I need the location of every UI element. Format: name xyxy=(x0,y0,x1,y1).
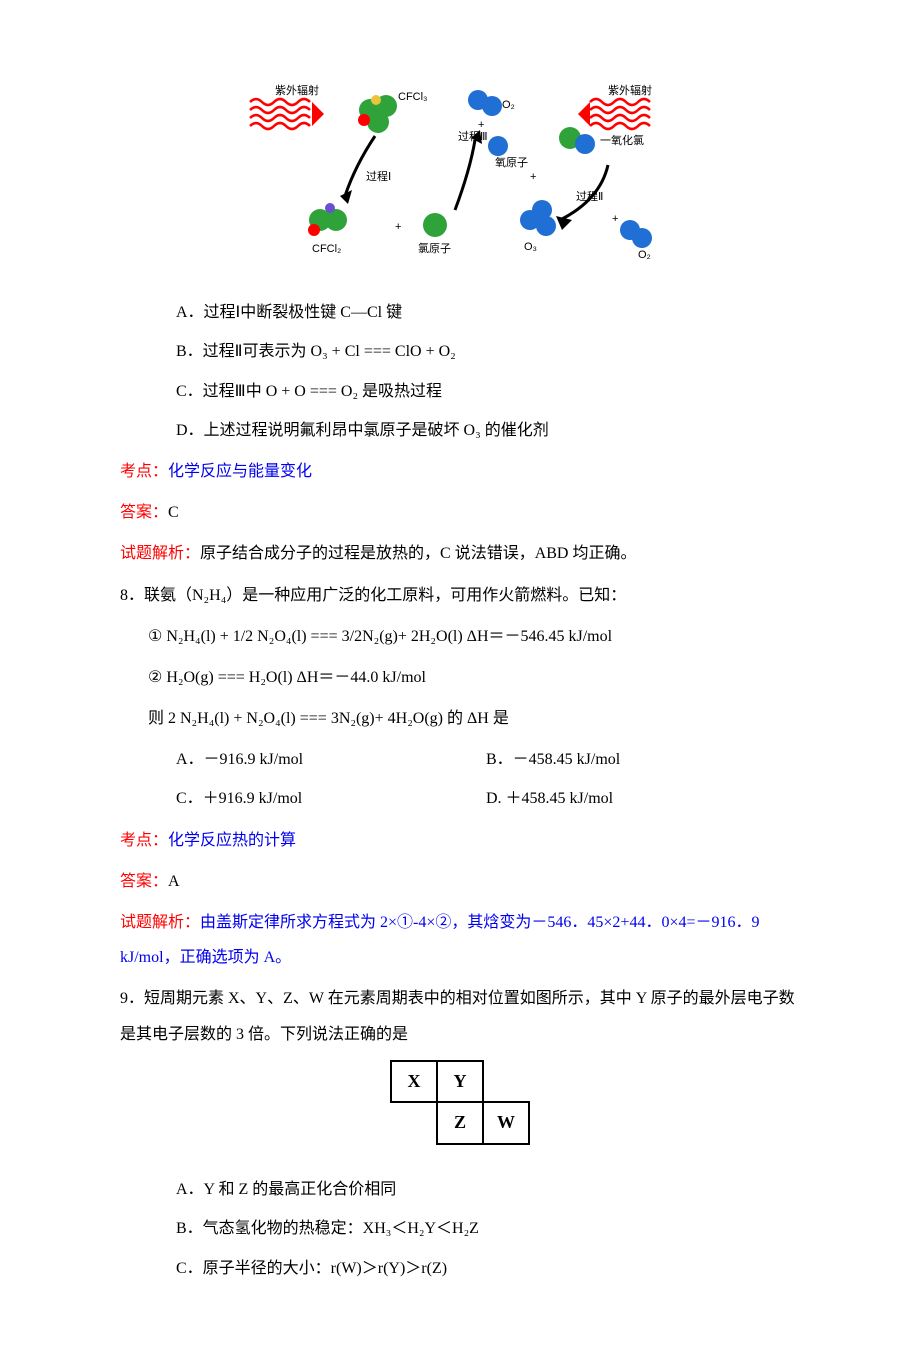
cell-z: Z xyxy=(437,1102,483,1144)
q7-jiexi: 试题解析：原子结合成分子的过程是放热的，C 说法错误，ABD 均正确。 xyxy=(120,536,800,571)
q8-eq3: 则 2 N₂H₄(l) + N₂O₄(l) === 3N₂(g)+ 4H₂O(g… xyxy=(120,701,800,736)
q7-option-a: A．过程Ⅰ中断裂极性键 C—Cl 键 xyxy=(120,295,800,330)
answer-label: 答案： xyxy=(120,873,168,890)
cl-atom-label: 氯原子 xyxy=(418,241,451,255)
cfcl3-label: CFCl₃ xyxy=(398,91,428,103)
q7-option-b: B．过程Ⅱ可表示为 O₃ + Cl === ClO + O₂ xyxy=(120,334,800,369)
plus-3: + xyxy=(530,171,536,183)
q8-option-a: A．－916.9 kJ/mol xyxy=(176,742,486,777)
cell-y: Y xyxy=(437,1061,483,1103)
plus-2: + xyxy=(478,119,484,131)
arrow-proc3-icon xyxy=(455,140,475,210)
cell-w: W xyxy=(483,1102,529,1144)
q7-answer: 答案：C xyxy=(120,495,800,530)
q9-option-c: C．原子半径的大小：r(W)＞r(Y)＞r(Z) xyxy=(120,1251,800,1286)
clo-label: 一氧化氯 xyxy=(600,133,644,147)
q8-eq1: ① N₂H₄(l) + 1/2 N₂O₄(l) === 3/2N₂(g)+ 2H… xyxy=(120,619,800,654)
q7-option-c: C．过程Ⅲ中 O + O === O₂ 是吸热过程 xyxy=(120,374,800,409)
uv-right-icon xyxy=(578,99,650,129)
ozone-diagram: 紫外辐射 CFCl₃ 过程Ⅰ CFCl₂ xyxy=(120,80,800,283)
o3-label: O₃ xyxy=(524,241,537,253)
proc3-label: 过程Ⅲ xyxy=(458,130,488,143)
cell-empty xyxy=(483,1061,529,1103)
q8-option-b: B．－458.45 kJ/mol xyxy=(486,742,620,777)
document-page: 紫外辐射 CFCl₃ 过程Ⅰ CFCl₂ xyxy=(0,0,920,1350)
cfcl2-label: CFCl₂ xyxy=(312,243,341,255)
o3-icon xyxy=(520,200,556,236)
cell-empty xyxy=(391,1102,437,1144)
arrow-proc1-icon xyxy=(345,136,375,196)
q8-jiexi: 试题解析：由盖斯定律所求方程式为 2×①-4×②，其焓变为－546．45×2+4… xyxy=(120,905,800,975)
uv-right-label: 紫外辐射 xyxy=(608,83,652,97)
q8-stem: 8．联氨（N₂H₄）是一种应用广泛的化工原料，可用作火箭燃料。已知： xyxy=(120,578,800,613)
cell-x: X xyxy=(391,1061,437,1103)
uv-left-label: 紫外辐射 xyxy=(275,83,319,97)
q8-options-row1: A．－916.9 kJ/mol B．－458.45 kJ/mol xyxy=(120,742,800,777)
o2-br-label: O₂ xyxy=(638,249,651,261)
o-atom-label: 氧原子 xyxy=(495,155,528,169)
cl-atom-icon xyxy=(423,213,447,237)
plus-4: + xyxy=(612,213,618,225)
cfcl3-molecule-icon xyxy=(358,95,397,133)
q8-kaodian: 考点：化学反应热的计算 xyxy=(120,823,800,858)
jiexi-label: 试题解析： xyxy=(120,914,200,931)
ozone-diagram-svg: 紫外辐射 CFCl₃ 过程Ⅰ CFCl₂ xyxy=(240,80,680,270)
periodic-snippet: X Y Z W xyxy=(120,1060,800,1158)
kaodian-text: 化学反应与能量变化 xyxy=(168,463,312,480)
answer-text: C xyxy=(168,504,179,521)
o2-br-icon xyxy=(620,220,652,248)
q8-answer: 答案：A xyxy=(120,864,800,899)
q9-stem: 9．短周期元素 X、Y、Z、W 在元素周期表中的相对位置如图所示，其中 Y 原子… xyxy=(120,981,800,1051)
cfcl2-molecule-icon xyxy=(308,203,347,236)
plus-1: + xyxy=(395,221,401,233)
kaodian-text: 化学反应热的计算 xyxy=(168,832,296,849)
periodic-table: X Y Z W xyxy=(390,1060,530,1145)
jiexi-text: 原子结合成分子的过程是放热的，C 说法错误，ABD 均正确。 xyxy=(200,545,636,562)
q7-kaodian: 考点：化学反应与能量变化 xyxy=(120,454,800,489)
jiexi-text: 由盖斯定律所求方程式为 2×①-4×②，其焓变为－546．45×2+44．0×4… xyxy=(120,914,760,966)
q8-option-d: D. ＋458.45 kJ/mol xyxy=(486,781,613,816)
q7-option-d: D．上述过程说明氟利昂中氯原子是破坏 O₃ 的催化剂 xyxy=(120,413,800,448)
q8-option-c: C．＋916.9 kJ/mol xyxy=(176,781,486,816)
o2-top-label: O₂ xyxy=(502,99,515,111)
o2-top-icon xyxy=(468,90,502,116)
q8-options-row2: C．＋916.9 kJ/mol D. ＋458.45 kJ/mol xyxy=(120,781,800,816)
q8-eq2: ② H₂O(g) === H₂O(l) ΔH＝－44.0 kJ/mol xyxy=(120,660,800,695)
kaodian-label: 考点： xyxy=(120,463,168,480)
proc2-label: 过程Ⅱ xyxy=(576,190,603,203)
answer-text: A xyxy=(168,873,180,890)
clo-icon xyxy=(559,127,595,154)
kaodian-label: 考点： xyxy=(120,832,168,849)
uv-left-icon xyxy=(250,99,324,129)
proc1-label: 过程Ⅰ xyxy=(366,170,391,183)
q9-option-b: B．气态氢化物的热稳定：XH₃＜H₂Y＜H₂Z xyxy=(120,1211,800,1246)
answer-label: 答案： xyxy=(120,504,168,521)
o-atom-icon xyxy=(488,136,508,156)
jiexi-label: 试题解析： xyxy=(120,545,200,562)
q9-option-a: A．Y 和 Z 的最高正化合价相同 xyxy=(120,1172,800,1207)
